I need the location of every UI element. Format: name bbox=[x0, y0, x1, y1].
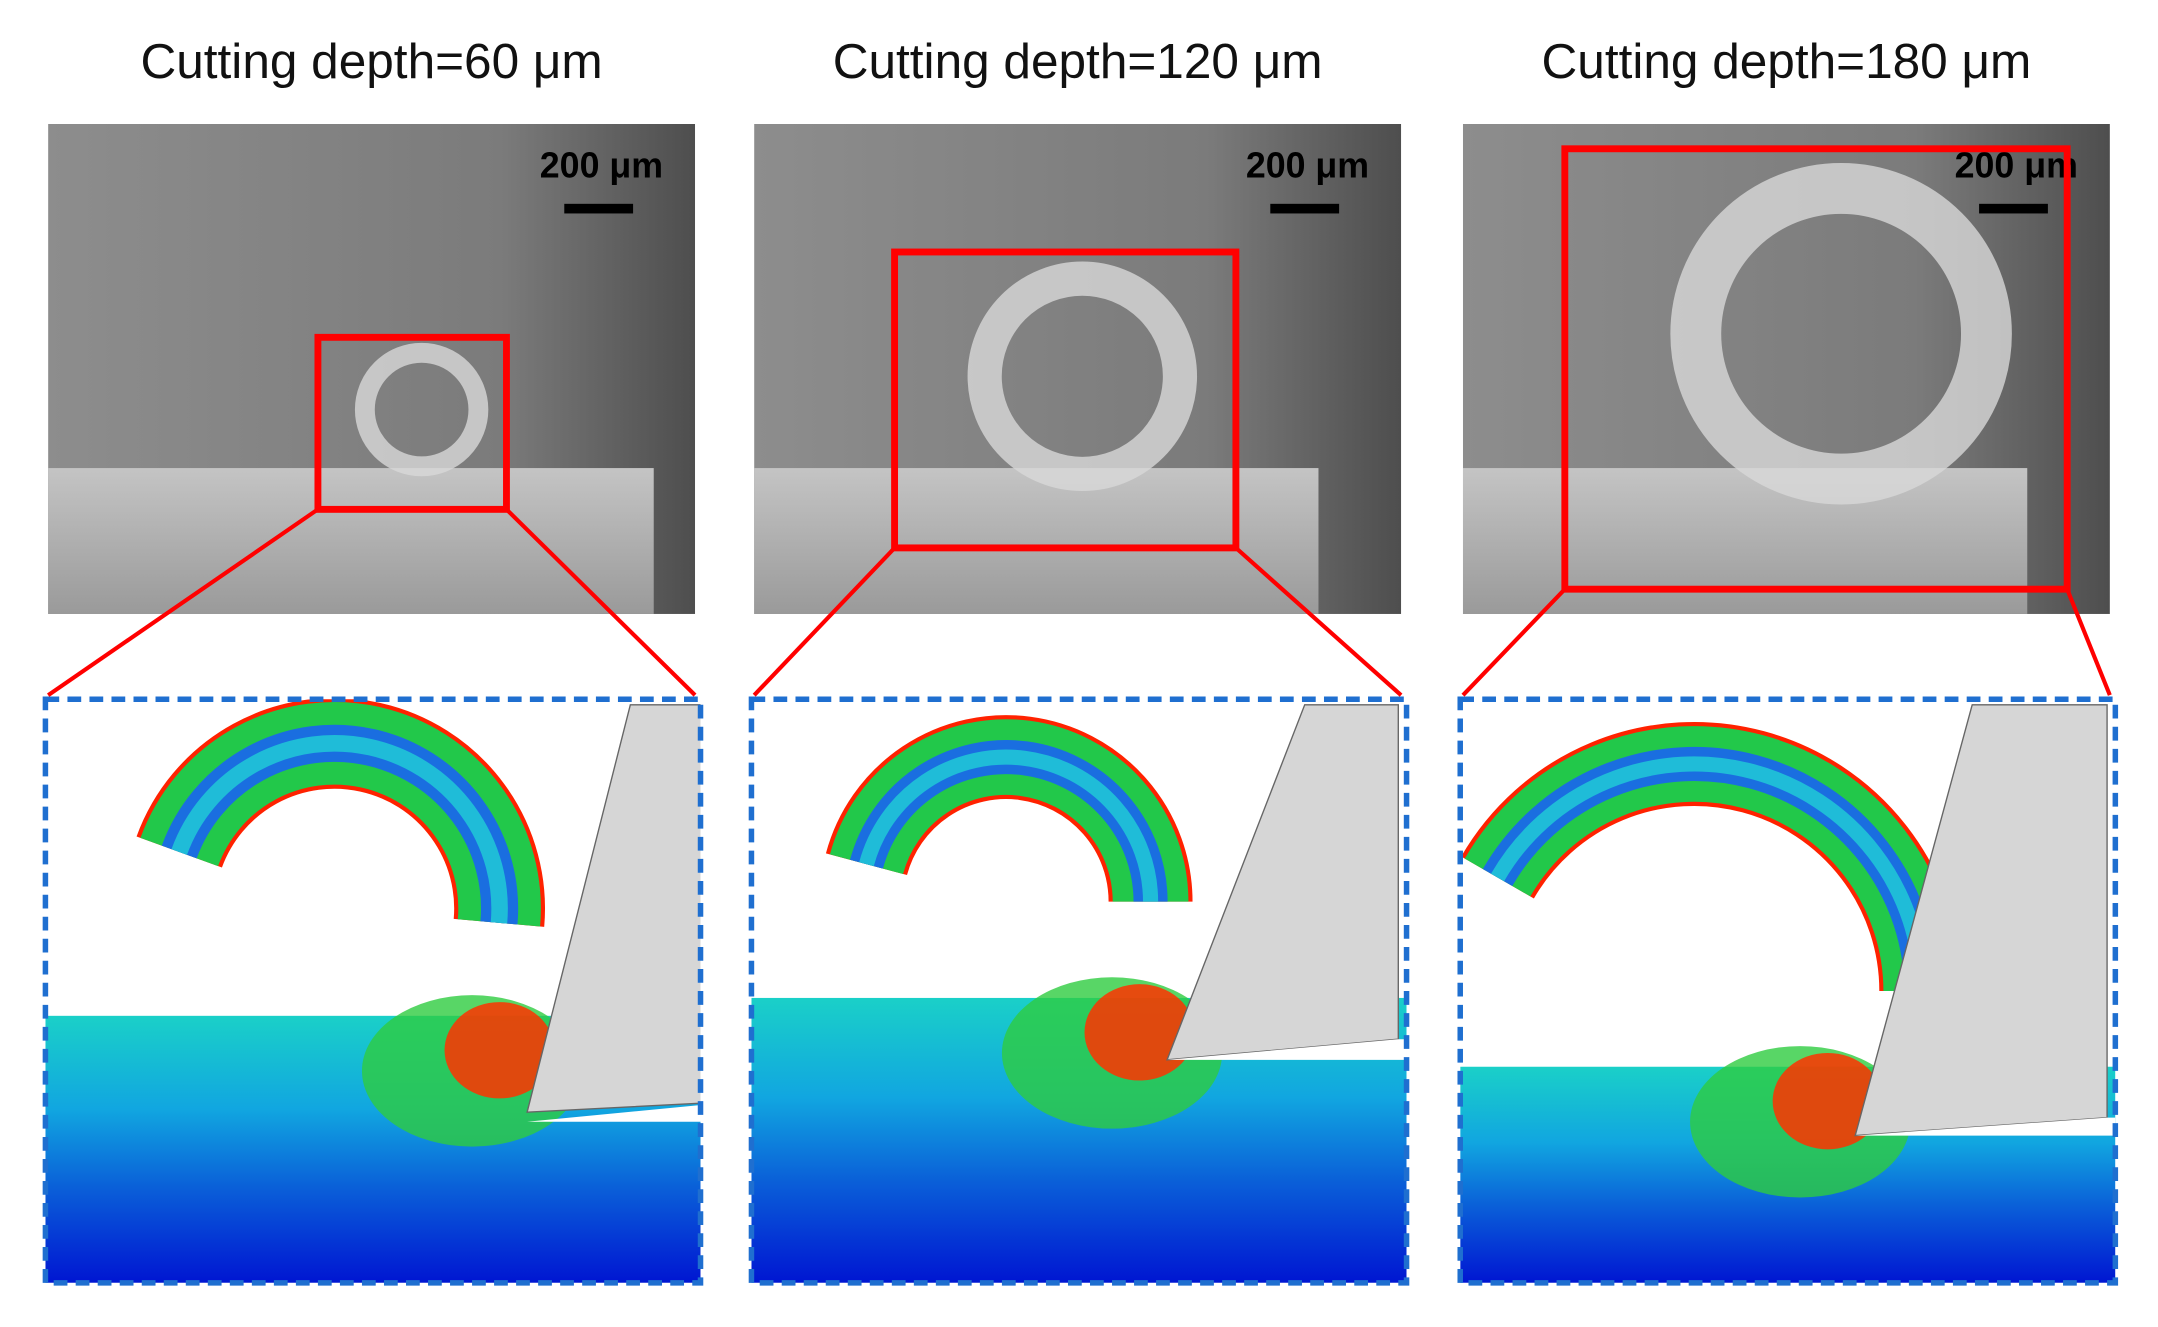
scale-bar-label: 200 μm bbox=[540, 145, 663, 185]
simulation bbox=[45, 699, 701, 1283]
stress-zone bbox=[1084, 984, 1195, 1081]
cut-gap bbox=[1167, 1039, 1407, 1060]
chip-photo bbox=[1670, 162, 2012, 505]
scale-bar bbox=[1270, 203, 1340, 214]
panel-title: Cutting depth=60 μm bbox=[140, 34, 602, 89]
zoom-line bbox=[752, 546, 897, 697]
photo-base bbox=[48, 468, 654, 614]
zoom-line bbox=[2065, 588, 2112, 696]
cut-gap bbox=[527, 1105, 701, 1122]
simulation bbox=[751, 699, 1407, 1283]
zoom-line bbox=[1461, 587, 1567, 697]
sim-frame bbox=[1457, 696, 2119, 1286]
panel: Cutting depth=120 μm 200 μm bbox=[748, 34, 1410, 1286]
cut-gap bbox=[1855, 1117, 2116, 1136]
stress-zone bbox=[444, 1002, 555, 1099]
chip-photo bbox=[354, 342, 489, 477]
zoom-box bbox=[314, 333, 510, 513]
chip bbox=[859, 749, 1159, 902]
sim-frame bbox=[42, 696, 704, 1286]
scale-bar-label: 200 μm bbox=[1246, 145, 1369, 185]
chip bbox=[171, 735, 508, 924]
sim-frame bbox=[748, 696, 1410, 1286]
zoom-box bbox=[1561, 145, 2071, 593]
zoom-line bbox=[505, 507, 697, 697]
photo-base bbox=[754, 468, 1319, 614]
panel-title: Cutting depth=180 μm bbox=[1542, 34, 2032, 89]
chip bbox=[1490, 756, 1929, 992]
simulation bbox=[1460, 699, 2116, 1283]
tool bbox=[526, 704, 701, 1113]
panel-title: Cutting depth=120 μm bbox=[833, 34, 1323, 89]
zoom-line bbox=[1234, 546, 1403, 697]
scale-bar bbox=[1979, 203, 2048, 214]
stress-zone bbox=[1772, 1052, 1883, 1150]
panel: Cutting depth=60 μm 200 μm bbox=[42, 34, 704, 1286]
zoom-line bbox=[46, 507, 320, 697]
zoom-box bbox=[891, 248, 1240, 552]
chip-photo bbox=[967, 261, 1198, 492]
scale-bar bbox=[564, 203, 634, 214]
